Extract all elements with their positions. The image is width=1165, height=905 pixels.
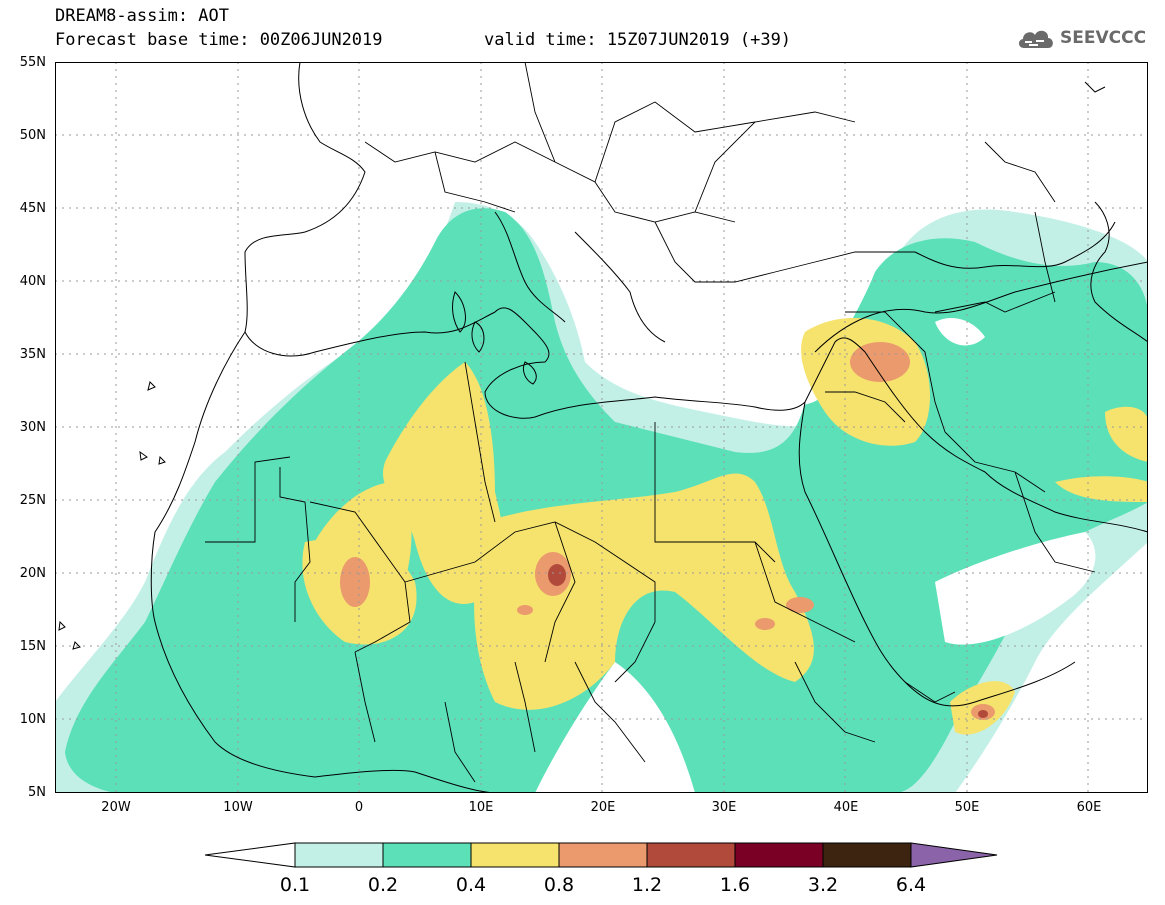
map-title: DREAM8-assim: AOT bbox=[55, 6, 229, 26]
lon-label-60e: 60E bbox=[1076, 800, 1102, 815]
colorbar-label-0-4: 0.4 bbox=[455, 874, 487, 896]
lon-label-20e: 20E bbox=[590, 800, 616, 815]
colorbar-label-0-2: 0.2 bbox=[367, 874, 399, 896]
colorbar-high-arrow bbox=[910, 842, 998, 868]
seevccc-logo: SEEVCCC bbox=[1016, 24, 1146, 52]
colorbar bbox=[205, 842, 998, 868]
colorbar-bin-6 bbox=[734, 842, 824, 868]
lat-label-25n: 25N bbox=[19, 493, 46, 508]
lon-label-10w: 10W bbox=[223, 800, 253, 815]
lon-label-20w: 20W bbox=[101, 800, 131, 815]
colorbar-bin-3 bbox=[470, 842, 560, 868]
forecast-base-time: Forecast base time: 00Z06JUN2019 bbox=[55, 30, 383, 50]
lat-label-20n: 20N bbox=[19, 566, 46, 581]
lat-label-40n: 40N bbox=[19, 274, 46, 289]
colorbar-label-0-8: 0.8 bbox=[543, 874, 575, 896]
colorbar-label-1-6: 1.6 bbox=[719, 874, 751, 896]
colorbar-bin-1 bbox=[294, 842, 384, 868]
colorbar-bin-5 bbox=[646, 842, 736, 868]
lat-label-10n: 10N bbox=[19, 712, 46, 727]
lon-label-40e: 40E bbox=[833, 800, 859, 815]
lat-label-50n: 50N bbox=[19, 128, 46, 143]
colorbar-label-1-2: 1.2 bbox=[631, 874, 663, 896]
lon-label-10e: 10E bbox=[468, 800, 494, 815]
coastlines bbox=[150, 62, 1148, 793]
country-borders bbox=[205, 62, 1096, 783]
cloud-icon bbox=[1018, 30, 1053, 48]
lat-label-55n: 55N bbox=[19, 55, 46, 70]
colorbar-bin-7 bbox=[822, 842, 912, 868]
aot-map bbox=[55, 62, 1148, 793]
colorbar-label-6-4: 6.4 bbox=[895, 874, 927, 896]
colorbar-low-arrow bbox=[205, 842, 296, 868]
aot-clear-patches bbox=[535, 317, 1148, 793]
colorbar-bin-4 bbox=[558, 842, 648, 868]
lat-label-35n: 35N bbox=[19, 347, 46, 362]
lon-label-50e: 50E bbox=[954, 800, 980, 815]
islands bbox=[58, 81, 1106, 650]
logo-text: SEEVCCC bbox=[1060, 28, 1147, 48]
lat-label-45n: 45N bbox=[19, 201, 46, 216]
colorbar-label-0-1: 0.1 bbox=[279, 874, 311, 896]
lat-label-5n: 5N bbox=[28, 785, 46, 800]
map-frame bbox=[55, 62, 1148, 793]
lon-label-0: 0 bbox=[354, 800, 364, 815]
lat-label-15n: 15N bbox=[19, 639, 46, 654]
lat-label-30n: 30N bbox=[19, 420, 46, 435]
lon-label-30e: 30E bbox=[711, 800, 737, 815]
aot-level-1-2 bbox=[548, 564, 988, 718]
colorbar-bin-2 bbox=[382, 842, 472, 868]
valid-time: valid time: 15Z07JUN2019 (+39) bbox=[484, 30, 792, 50]
colorbar-label-3-2: 3.2 bbox=[807, 874, 839, 896]
